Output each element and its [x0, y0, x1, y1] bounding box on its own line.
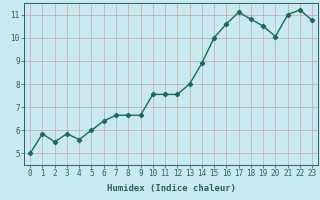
X-axis label: Humidex (Indice chaleur): Humidex (Indice chaleur): [107, 184, 236, 193]
